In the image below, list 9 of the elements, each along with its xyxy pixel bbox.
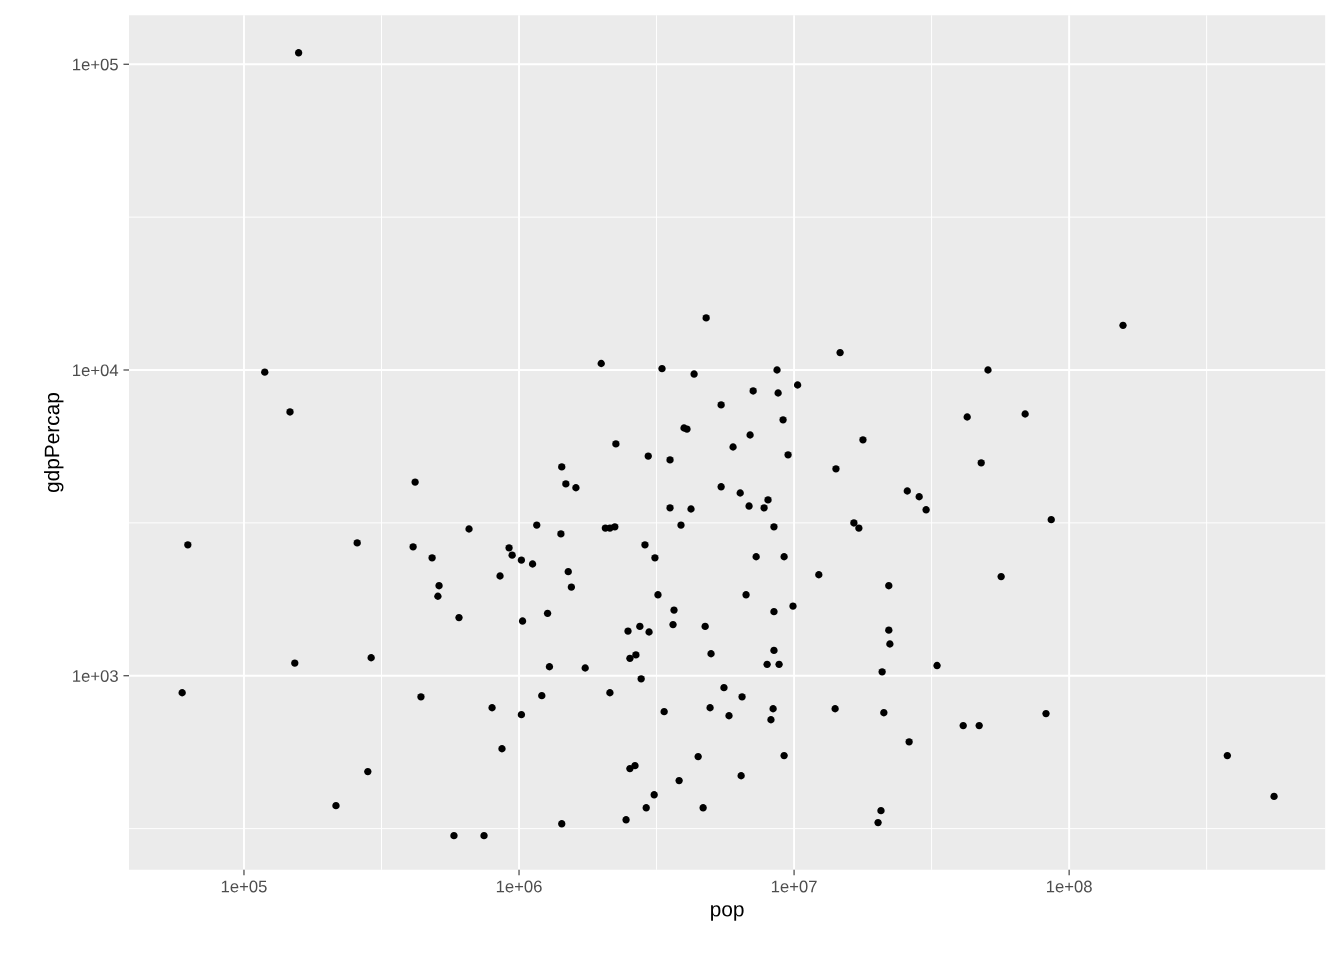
y-axis-title: gdpPercap — [44, 393, 64, 493]
x-tick-label: 1e+05 — [221, 880, 267, 893]
y-tick-label: 1e+05 — [73, 58, 118, 71]
x-tick-label: 1e+08 — [1046, 880, 1092, 893]
y-tick-label: 1e+04 — [73, 364, 119, 377]
x-tick-label: 1e+06 — [496, 880, 542, 893]
x-tick-label: 1e+07 — [771, 880, 817, 893]
x-axis-title: pop — [711, 905, 744, 921]
y-tick-label: 1e+03 — [73, 670, 118, 682]
